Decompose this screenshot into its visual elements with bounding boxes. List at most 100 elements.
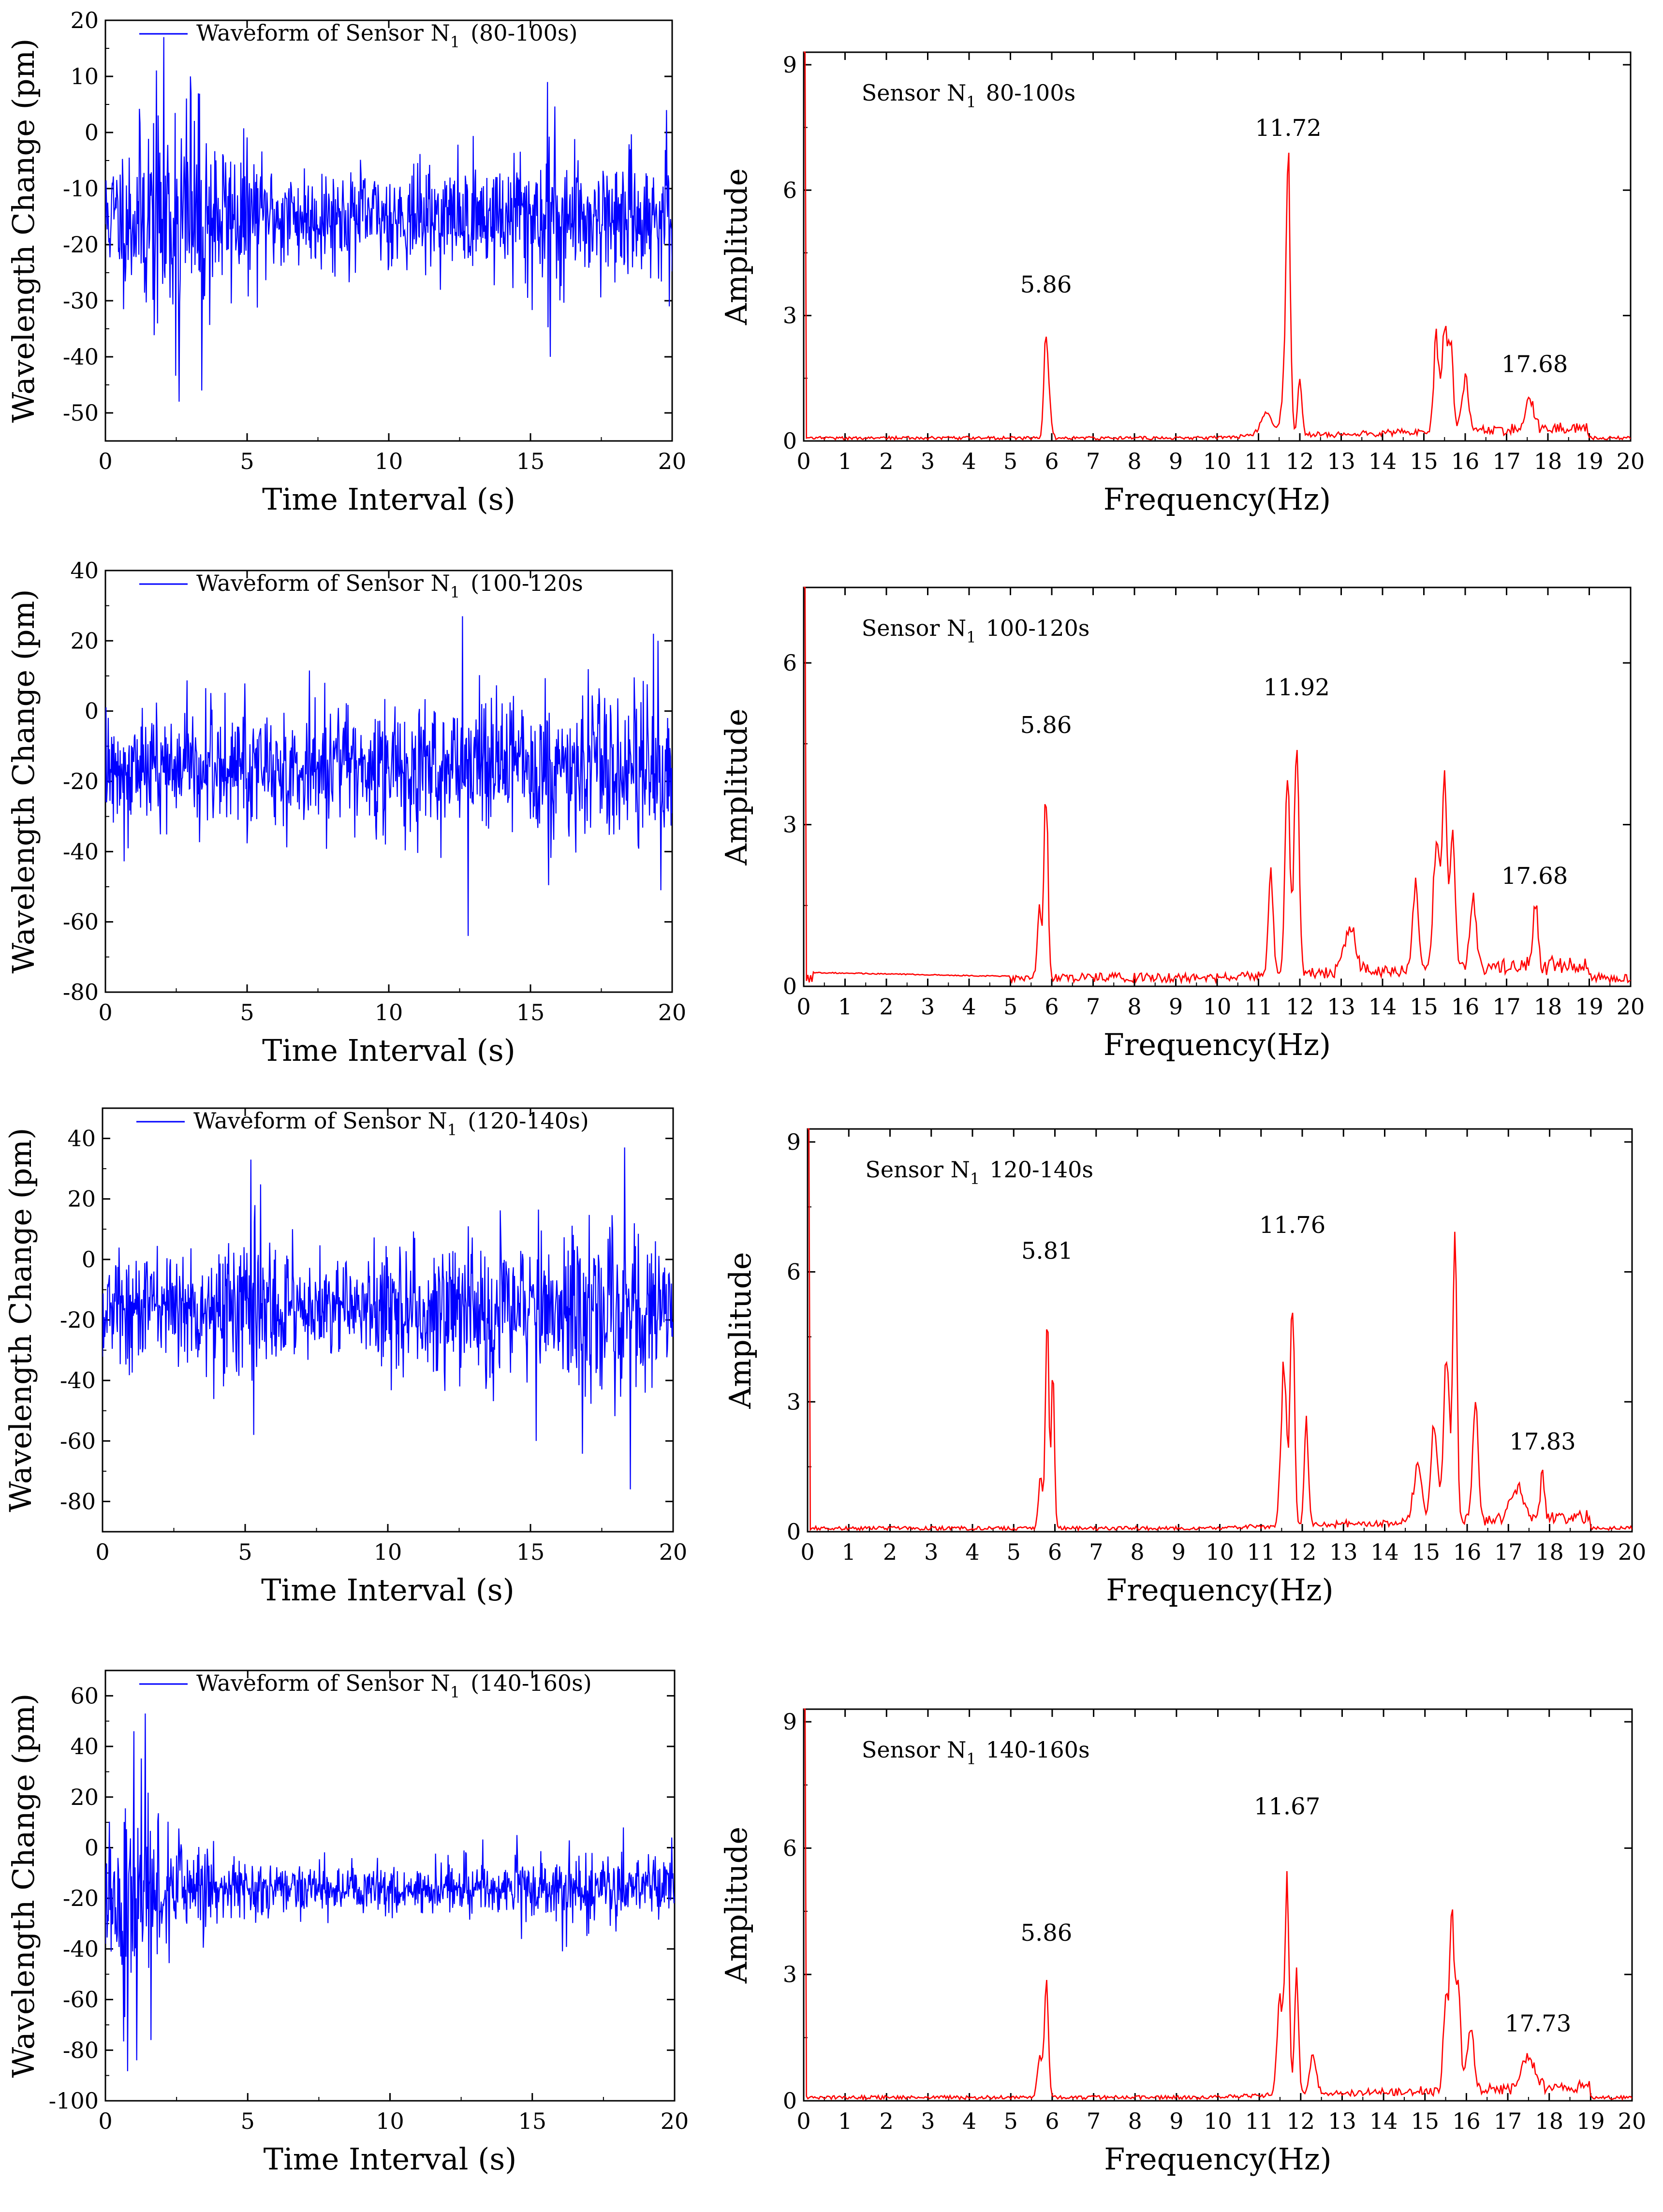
y-tick-label: 20 <box>70 628 99 654</box>
x-tick-label: 10 <box>375 999 403 1025</box>
x-tick-label: 9 <box>1169 994 1183 1020</box>
waveform-series <box>105 1713 675 2071</box>
sensor-label-main: Sensor N <box>862 1737 967 1763</box>
x-axis-title: Frequency(Hz) <box>1104 1027 1331 1062</box>
x-tick-label: 20 <box>1618 1539 1647 1565</box>
x-tick-label: 18 <box>1535 1539 1564 1565</box>
x-tick-label: 11 <box>1245 2108 1274 2134</box>
fft-120-140-chart: 0 1 2 3 4 5 6 7 8 9 10 11 12 13 14 15 16 17 18 19 200369Freq… <box>722 1128 1647 1608</box>
sensor-label-main: Sensor N <box>862 615 967 641</box>
x-tick-label: 20 <box>658 999 687 1025</box>
x-tick-label: 10 <box>1203 994 1232 1020</box>
legend-label: Waveform of Sensor N1 (80-100s) <box>196 20 577 51</box>
x-tick-label: 15 <box>1411 2108 1439 2134</box>
x-tick-label: 2 <box>880 2108 894 2134</box>
y-tick-label: 6 <box>783 650 797 676</box>
legend-label: Waveform of Sensor N1 (100-120s <box>196 570 583 601</box>
sensor-label-subscript: 1 <box>966 93 976 111</box>
x-tick-label: 7 <box>1086 994 1100 1020</box>
x-axis-title: Time Interval (s) <box>264 2141 517 2177</box>
legend-label-subscript: 1 <box>450 33 460 51</box>
x-tick-label: 2 <box>879 994 893 1020</box>
x-tick-label: 10 <box>376 2108 404 2134</box>
x-tick-label: 18 <box>1534 448 1562 474</box>
x-tick-label: 15 <box>1410 448 1438 474</box>
x-tick-label: 12 <box>1288 1539 1317 1565</box>
x-tick-label: 1 <box>838 448 852 474</box>
sensor-label: Sensor N1 80-100s <box>862 80 1075 111</box>
x-tick-label: 10 <box>374 1539 402 1565</box>
y-tick-label: -20 <box>63 768 99 794</box>
x-tick-label: 20 <box>659 1539 688 1565</box>
y-tick-label: 0 <box>85 119 99 146</box>
x-tick-label: 12 <box>1286 994 1314 1020</box>
y-tick-label: 0 <box>82 1246 96 1273</box>
wave-120-140-chart: 0 5 10 15 20 -80 -60 -40 -20 0 20 40 Time Interval (… <box>3 1107 688 1608</box>
x-tick-label: 13 <box>1327 994 1355 1020</box>
legend-label-main: Waveform of Sensor N <box>196 1670 450 1696</box>
y-tick-label: -40 <box>60 1367 96 1393</box>
y-tick-label: -10 <box>63 176 99 202</box>
fft-80-100-chart: 0 1 2 3 4 5 6 7 8 9 10 11 12 13 14 15 16 17 18 19 200369Freq… <box>719 51 1645 517</box>
x-tick-label: 5 <box>241 2108 255 2134</box>
x-tick-label: 8 <box>1127 994 1141 1020</box>
x-tick-label: 3 <box>921 448 935 474</box>
x-tick-label: 6 <box>1045 2108 1059 2134</box>
x-tick-label: 10 <box>375 448 403 474</box>
sensor-label: Sensor N1 120-140s <box>865 1157 1093 1188</box>
y-tick-label: 0 <box>783 973 797 999</box>
y-tick-label: 0 <box>787 1519 801 1545</box>
x-tick-label: 16 <box>1453 1539 1482 1565</box>
sensor-label-subscript: 1 <box>966 628 976 646</box>
waveform-series <box>103 1147 673 1490</box>
x-tick-label: 5 <box>238 1539 252 1565</box>
x-tick-label: 17 <box>1494 2108 1522 2134</box>
y-tick-label: 20 <box>67 1186 96 1212</box>
x-tick-label: 5 <box>1003 448 1017 474</box>
x-tick-label: 18 <box>1535 2108 1563 2134</box>
x-tick-label: 11 <box>1247 1539 1275 1565</box>
y-tick-label: 9 <box>787 1129 801 1155</box>
x-tick-label: 9 <box>1172 1539 1186 1565</box>
y-tick-label: -60 <box>60 1428 96 1454</box>
y-tick-label: 9 <box>783 1709 797 1735</box>
plot-frame <box>807 1128 1633 1533</box>
peak-label: 17.68 <box>1501 863 1568 890</box>
y-axis-title: Amplitude <box>719 168 754 325</box>
y-tick-label: 9 <box>783 52 797 78</box>
waveform-series <box>105 616 672 936</box>
x-tick-label: 8 <box>1128 2108 1142 2134</box>
spectrum-series <box>804 586 1631 985</box>
x-axis-title: Frequency(Hz) <box>1104 2141 1331 2177</box>
y-tick-label: 6 <box>783 1835 797 1861</box>
x-tick-label: 13 <box>1327 448 1355 474</box>
x-tick-label: 16 <box>1451 994 1480 1020</box>
x-tick-label: 16 <box>1452 2108 1481 2134</box>
legend-label-range: (80-100s) <box>471 20 577 46</box>
sensor-label-main: Sensor N <box>862 80 967 106</box>
x-tick-label: 3 <box>921 994 935 1020</box>
peak-label: 11.92 <box>1263 674 1329 701</box>
x-tick-label: 15 <box>518 2108 546 2134</box>
legend-label-range: (100-120s <box>471 570 583 596</box>
y-axis-title: Wavelength Change (pm) <box>6 589 41 974</box>
x-tick-label: 14 <box>1369 2108 1398 2134</box>
x-tick-label: 19 <box>1575 448 1604 474</box>
x-tick-label: 20 <box>1617 994 1645 1020</box>
x-tick-label: 4 <box>962 994 976 1020</box>
sensor-label-range: 120-140s <box>989 1157 1093 1183</box>
y-axis-title: Wavelength Change (pm) <box>6 39 41 423</box>
y-tick-label: -80 <box>60 1488 96 1514</box>
y-tick-label: 40 <box>70 557 99 584</box>
x-tick-label: 18 <box>1534 994 1562 1020</box>
x-tick-label: 10 <box>1203 448 1232 474</box>
x-tick-label: 0 <box>98 448 112 474</box>
x-tick-label: 3 <box>924 1539 938 1565</box>
x-tick-label: 9 <box>1169 2108 1183 2134</box>
x-axis-title: Time Interval (s) <box>261 1572 515 1608</box>
peak-label: 5.86 <box>1020 1919 1072 1947</box>
y-tick-label: -60 <box>63 909 99 935</box>
x-tick-label: 17 <box>1492 994 1521 1020</box>
x-tick-label: 19 <box>1575 994 1604 1020</box>
